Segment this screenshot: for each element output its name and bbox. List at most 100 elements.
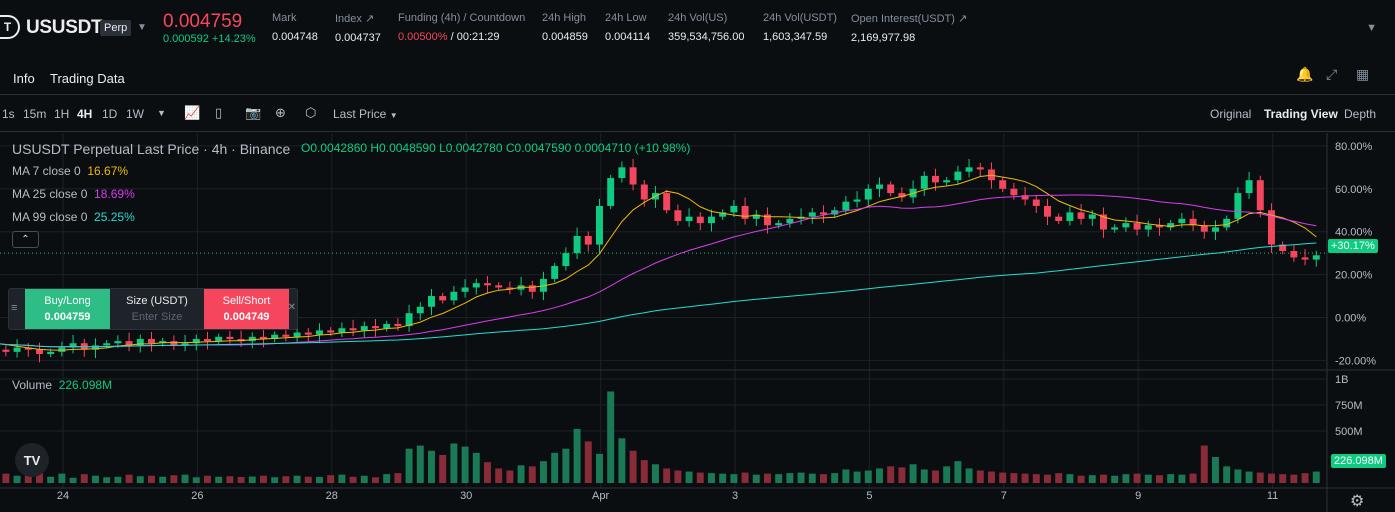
timeframe-dropdown-icon[interactable]: ▼ [157,108,166,118]
candle-body [1234,193,1242,219]
candle-body [1088,214,1096,219]
gear-icon[interactable]: ⚙ [1350,493,1365,510]
candle-body [1044,205,1051,217]
candle-body [125,341,133,346]
tab-trading-data[interactable]: Trading Data [50,71,125,86]
drag-handle-icon[interactable]: ≡ [11,302,18,314]
stat-value: 0.00500% / 00:21:29 [398,31,525,43]
stat-mark[interactable]: Mark 0.004748 [272,12,318,43]
candle-body [304,332,312,335]
candle-body [551,266,559,279]
timeframe-1h[interactable]: 1H [54,107,70,121]
tab-info[interactable]: Info [13,71,35,86]
candle-body [1223,218,1231,228]
volume-bar [629,450,637,483]
volume-bar [1245,471,1253,483]
symbol-selector[interactable]: USUSDT [26,17,103,38]
candle-body [528,285,536,292]
candle-body [1032,199,1040,206]
candle-body [618,167,626,179]
buy-label: Buy/Long [44,295,91,307]
size-box: Size (USDT) [110,289,204,329]
volume-bar [69,477,77,483]
time-axis-label: 5 [866,490,872,502]
price-type-select[interactable]: Last Price ▼ [333,107,398,121]
volume-axis-label: 500M [1335,426,1363,438]
stat-funding[interactable]: Funding (4h) / Countdown 0.00500% / 00:2… [398,12,525,43]
volume-bar [898,467,906,483]
collapse-legend-button[interactable]: ⌃ [12,231,39,248]
volume-bar [1111,475,1119,483]
volume-bar [1301,473,1309,483]
candle-body [181,343,189,346]
volume-bar [573,428,581,483]
candle-body [237,338,245,342]
chevron-down-icon[interactable]: ▼ [137,22,147,33]
volume-bar [730,474,738,483]
chevron-down-icon[interactable]: ▼ [1366,22,1377,34]
layout-grid-icon[interactable]: ▦ [1356,66,1370,82]
candle-body [1010,188,1018,196]
price-axis-label: 60.00% [1335,184,1373,196]
stat-value: 1,603,347.59 [763,31,828,43]
candle-body [954,171,962,181]
view-depth[interactable]: Depth [1344,107,1377,121]
price-axis-label: 20.00% [1335,270,1373,282]
tradingview-logo-icon[interactable]: TV [15,443,49,477]
volume-bar [1223,466,1231,483]
buy-price: 0.004759 [44,311,91,323]
volume-bar [831,473,839,483]
volume-bar [842,469,850,483]
volume-bar [114,476,122,483]
size-input[interactable] [114,311,200,323]
price-type-label: Last Price [333,107,387,121]
funding-countdown: / 00:21:29 [447,31,500,43]
close-icon[interactable]: ✕ [287,302,296,313]
timeframe-15m[interactable]: 15m [23,107,47,121]
stat-value: 359,534,756.00 [668,31,745,43]
candle-body [405,313,413,327]
settings-hex-icon[interactable]: ⬡ [305,105,317,120]
candle-body [898,193,906,198]
stat-label: 24h Vol(US) [668,12,728,24]
volume-bar [316,476,323,483]
stat-value: 0.004859 [542,31,588,43]
price-chart[interactable]: 80.00%60.00%40.00%20.00%0.00%-20.00%1B75… [0,133,1395,512]
volume-bar [708,473,715,483]
timeframe-1d[interactable]: 1D [102,107,118,121]
ma25-legend: MA 25 close 0 18.69% [12,187,135,201]
bell-icon[interactable]: 🔔 [1296,66,1314,82]
view-original[interactable]: Original [1210,107,1252,121]
indicator-icon[interactable]: 📈 [184,105,201,120]
candle-body [562,253,570,267]
candle-type-icon[interactable]: ▯ [215,105,223,120]
candle-body [349,328,357,331]
candle-body [484,283,491,286]
volume-bar [1088,475,1096,483]
ma99-line [0,242,1317,348]
volume-bar [136,476,144,483]
volume-bar [125,474,133,483]
volume-legend: Volume 226.098M [12,378,112,392]
volume-bar [517,465,525,483]
stat-index[interactable]: Index ↗ 0.004737 [335,12,381,44]
expand-icon[interactable]: ⤢ [1326,66,1338,82]
candle-body [282,334,290,337]
timeframe-1s[interactable]: 1s [2,107,15,121]
volume-bar [584,441,592,483]
volume-bar [596,453,603,483]
timeframe-4h[interactable]: 4H [77,107,93,121]
camera-icon[interactable]: 📷 [245,105,262,120]
stat-open-interest[interactable]: Open Interest(USDT) ↗ 2,169,977.98 [851,12,967,44]
volume-bar [943,466,951,483]
view-trading-view[interactable]: Trading View [1264,107,1338,121]
volume-bar [719,473,727,483]
perp-badge: Perp [100,20,132,36]
volume-bar [932,470,939,483]
buy-long-button[interactable]: Buy/Long 0.004759 [25,289,110,329]
volume-bar [204,475,211,483]
sell-short-button[interactable]: Sell/Short 0.004749 [204,289,289,329]
candle-body [1100,214,1107,230]
add-icon[interactable]: ⊕ [275,105,286,120]
timeframe-1w[interactable]: 1W [126,107,144,121]
